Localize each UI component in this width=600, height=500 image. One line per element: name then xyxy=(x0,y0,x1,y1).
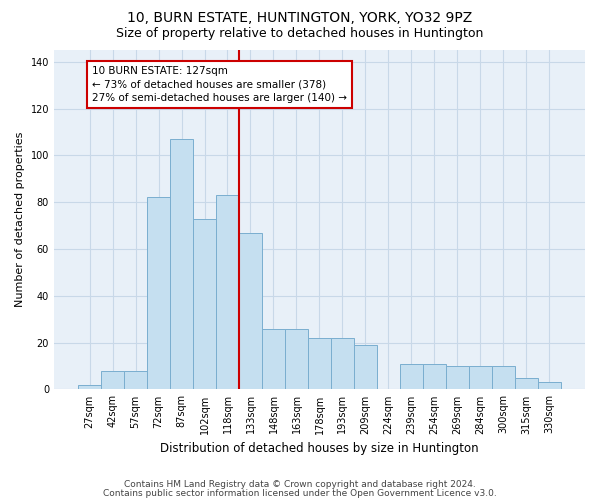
Bar xyxy=(124,370,147,390)
Bar xyxy=(423,364,446,390)
Text: 10, BURN ESTATE, HUNTINGTON, YORK, YO32 9PZ: 10, BURN ESTATE, HUNTINGTON, YORK, YO32 … xyxy=(127,12,473,26)
Bar xyxy=(308,338,331,390)
Text: Size of property relative to detached houses in Huntington: Size of property relative to detached ho… xyxy=(116,28,484,40)
Bar xyxy=(400,364,423,390)
Bar xyxy=(193,218,216,390)
Y-axis label: Number of detached properties: Number of detached properties xyxy=(15,132,25,308)
Bar xyxy=(538,382,561,390)
Bar xyxy=(170,139,193,390)
Bar xyxy=(446,366,469,390)
Bar xyxy=(78,384,101,390)
Bar xyxy=(101,370,124,390)
Bar xyxy=(354,345,377,390)
Bar xyxy=(469,366,492,390)
X-axis label: Distribution of detached houses by size in Huntington: Distribution of detached houses by size … xyxy=(160,442,479,455)
Bar xyxy=(216,195,239,390)
Bar xyxy=(285,328,308,390)
Bar xyxy=(262,328,285,390)
Bar xyxy=(492,366,515,390)
Bar xyxy=(515,378,538,390)
Bar xyxy=(331,338,354,390)
Bar xyxy=(239,232,262,390)
Text: Contains HM Land Registry data © Crown copyright and database right 2024.: Contains HM Land Registry data © Crown c… xyxy=(124,480,476,489)
Bar xyxy=(147,198,170,390)
Text: 10 BURN ESTATE: 127sqm
← 73% of detached houses are smaller (378)
27% of semi-de: 10 BURN ESTATE: 127sqm ← 73% of detached… xyxy=(92,66,347,103)
Text: Contains public sector information licensed under the Open Government Licence v3: Contains public sector information licen… xyxy=(103,490,497,498)
